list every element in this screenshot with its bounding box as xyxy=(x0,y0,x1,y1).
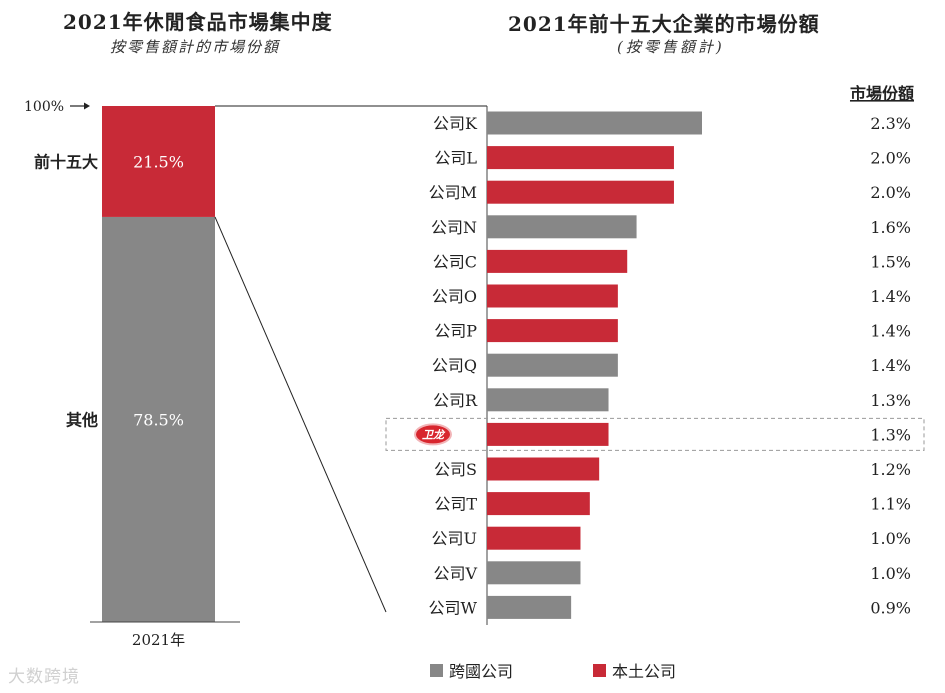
segment-name-label-0: 其他 xyxy=(66,410,98,429)
company-label-14: 公司W xyxy=(429,598,478,617)
company-value-label-3: 1.6% xyxy=(870,218,911,237)
watermark-text: 大数跨境 xyxy=(8,667,80,687)
legend-item-domestic: 本土公司 xyxy=(593,658,676,682)
company-value-label-7: 1.4% xyxy=(870,356,911,375)
company-bar-12 xyxy=(487,526,581,550)
company-bar-9 xyxy=(487,422,609,446)
right-chart-subtitle: (按零售額計) xyxy=(617,38,725,56)
legend-item-multinational: 跨國公司 xyxy=(430,658,513,682)
legend-label-multinational: 跨國公司 xyxy=(449,662,514,681)
company-value-label-6: 1.4% xyxy=(870,322,911,341)
company-label-5: 公司O xyxy=(432,287,477,306)
top-percent-label: 100% xyxy=(24,99,64,115)
company-bar-6 xyxy=(487,319,618,343)
company-value-label-8: 1.3% xyxy=(870,391,911,410)
left-category-label: 2021年 xyxy=(132,631,185,649)
company-value-label-4: 1.5% xyxy=(870,252,911,271)
company-label-3: 公司N xyxy=(431,218,477,237)
segment-value-label-0: 78.5% xyxy=(133,410,184,429)
company-bar-7 xyxy=(487,353,618,377)
company-label-4: 公司C xyxy=(433,252,477,271)
segment-name-label-1: 前十五大 xyxy=(34,152,98,171)
company-label-11: 公司T xyxy=(434,495,477,514)
company-label-2: 公司M xyxy=(429,183,477,202)
company-value-label-2: 2.0% xyxy=(870,183,911,202)
left-chart-subtitle: 按零售額計的市場份額 xyxy=(110,38,281,56)
company-value-label-14: 0.9% xyxy=(870,598,911,617)
stacked-bar-segment-0 xyxy=(102,216,215,622)
company-bar-3 xyxy=(487,215,637,239)
company-bar-10 xyxy=(487,457,600,481)
company-label-0: 公司K xyxy=(433,114,478,133)
legend-label-domestic: 本土公司 xyxy=(612,662,677,681)
legend: 跨國公司 本土公司 xyxy=(430,658,676,682)
company-value-label-11: 1.1% xyxy=(870,495,911,514)
company-label-8: 公司R xyxy=(433,391,478,410)
company-bar-8 xyxy=(487,388,609,412)
company-label-1: 公司L xyxy=(434,149,477,168)
stacked-bar-segment-1 xyxy=(102,106,215,217)
top-percent-arrow-head xyxy=(84,102,90,110)
weilong-logo-text: 卫龙 xyxy=(422,428,446,441)
legend-swatch-gray xyxy=(430,663,443,677)
company-bar-2 xyxy=(487,180,674,204)
value-column-header: 市場份額 xyxy=(850,84,914,103)
legend-swatch-red xyxy=(593,663,607,677)
company-bar-14 xyxy=(487,595,572,619)
connector-line-bottom xyxy=(214,216,387,613)
company-bar-11 xyxy=(487,492,590,516)
company-bar-5 xyxy=(487,284,618,308)
company-bar-13 xyxy=(487,561,581,585)
segment-value-label-1: 21.5% xyxy=(133,152,184,171)
company-value-label-0: 2.3% xyxy=(870,114,911,133)
left-chart-title: 2021年休閒食品市場集中度 xyxy=(63,10,333,34)
highlight-row-box xyxy=(385,417,925,451)
company-value-label-9: 1.3% xyxy=(870,425,911,444)
weilong-logo-icon xyxy=(414,423,452,446)
company-label-10: 公司S xyxy=(434,460,477,479)
company-value-label-13: 1.0% xyxy=(870,564,911,583)
company-bar-0 xyxy=(487,111,702,135)
company-label-13: 公司V xyxy=(433,564,477,583)
right-chart-title: 2021年前十五大企業的市場份額 xyxy=(508,12,820,36)
company-label-12: 公司U xyxy=(432,529,478,548)
company-value-label-1: 2.0% xyxy=(870,149,911,168)
company-value-label-10: 1.2% xyxy=(870,460,911,479)
company-label-7: 公司Q xyxy=(432,356,477,375)
company-value-label-12: 1.0% xyxy=(870,529,911,548)
company-value-label-5: 1.4% xyxy=(870,287,911,306)
company-label-6: 公司P xyxy=(434,322,477,341)
company-bar-1 xyxy=(487,146,674,170)
company-bar-4 xyxy=(487,249,628,273)
